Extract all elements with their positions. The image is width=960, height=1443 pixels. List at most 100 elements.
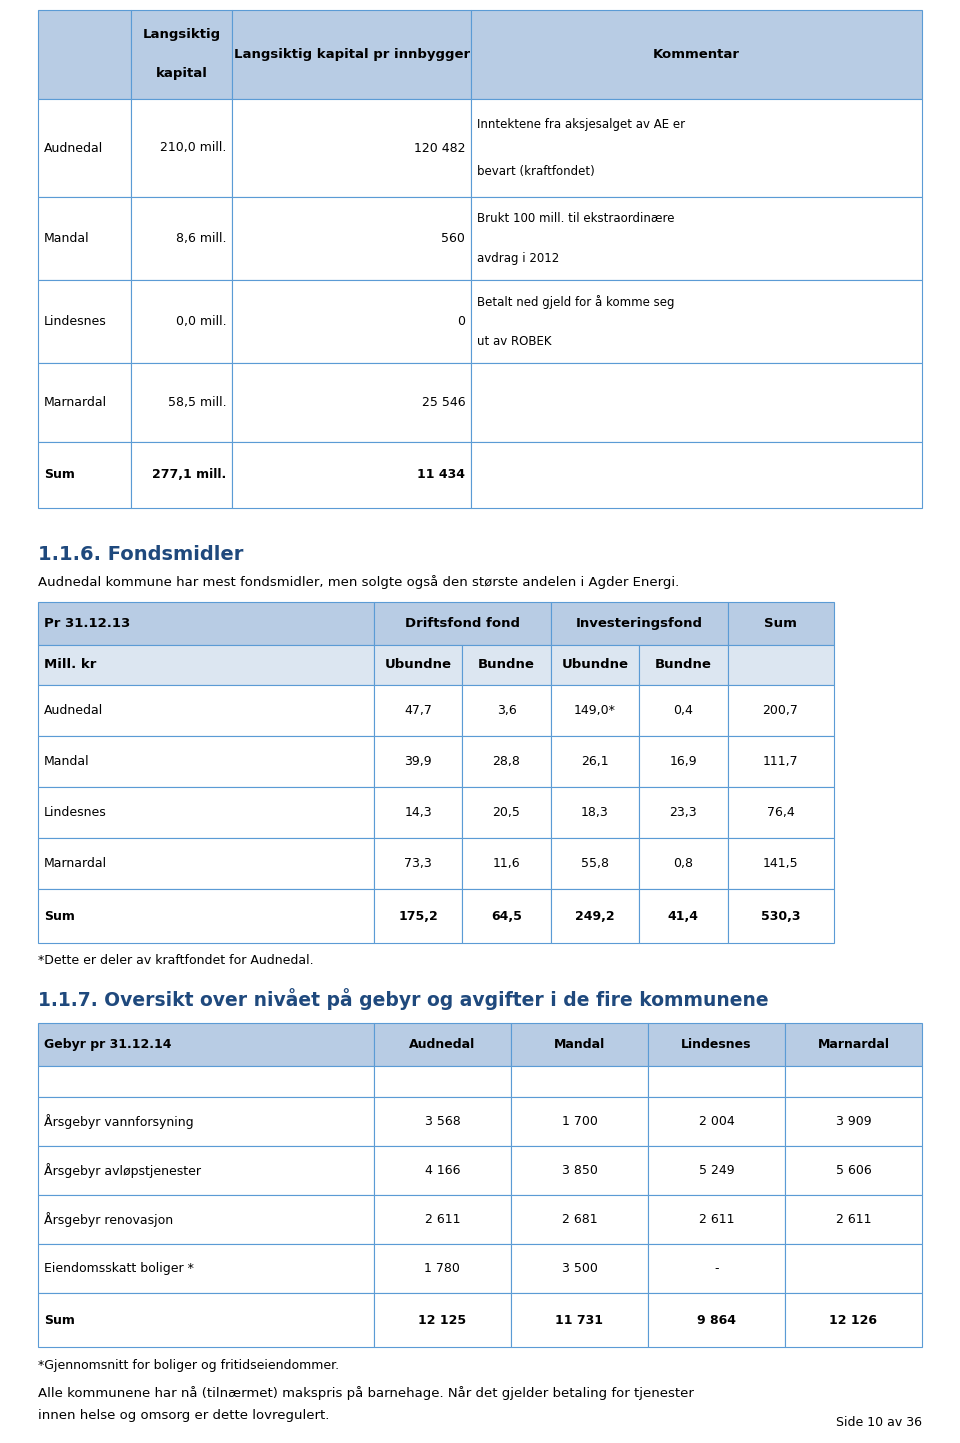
Bar	[232, 100, 471, 198]
Bar	[728, 685, 833, 736]
Bar	[785, 1023, 922, 1066]
Text: innen helse og omsorg er dette lovregulert.: innen helse og omsorg er dette lovregule…	[38, 1408, 329, 1421]
Text: Audnedal: Audnedal	[44, 704, 104, 717]
Bar	[639, 645, 728, 685]
Text: 277,1 mill.: 277,1 mill.	[153, 469, 227, 482]
Bar	[374, 786, 463, 838]
Text: 2 611: 2 611	[836, 1214, 872, 1227]
Text: Mandal: Mandal	[44, 232, 89, 245]
Text: 20,5: 20,5	[492, 807, 520, 820]
Bar	[38, 786, 374, 838]
Bar	[551, 685, 639, 736]
Text: 3 850: 3 850	[562, 1165, 597, 1177]
Text: 28,8: 28,8	[492, 755, 520, 768]
Bar	[374, 1066, 511, 1097]
Bar	[38, 1097, 374, 1146]
Text: 1.1.6. Fondsmidler: 1.1.6. Fondsmidler	[38, 544, 244, 564]
Text: 249,2: 249,2	[575, 909, 614, 922]
Text: *Dette er deler av kraftfondet for Audnedal.: *Dette er deler av kraftfondet for Audne…	[38, 954, 314, 967]
Bar	[374, 736, 463, 786]
Bar	[374, 1244, 511, 1293]
Bar	[511, 1293, 648, 1346]
Text: Audnedal: Audnedal	[44, 141, 104, 154]
Bar	[511, 1195, 648, 1244]
Bar	[639, 786, 728, 838]
Text: 3 909: 3 909	[835, 1115, 872, 1128]
Bar	[463, 736, 551, 786]
Bar	[374, 1023, 511, 1066]
Text: Gebyr pr 31.12.14: Gebyr pr 31.12.14	[44, 1038, 172, 1051]
Text: 2 611: 2 611	[424, 1214, 460, 1227]
Bar	[131, 10, 232, 100]
Bar	[648, 1146, 785, 1195]
Text: 0,0 mill.: 0,0 mill.	[176, 315, 227, 328]
Bar	[785, 1097, 922, 1146]
Text: ut av ROBEK: ut av ROBEK	[477, 335, 552, 348]
Bar	[374, 1146, 511, 1195]
Bar	[648, 1066, 785, 1097]
Bar	[131, 198, 232, 280]
Text: Sum: Sum	[44, 469, 75, 482]
Text: 47,7: 47,7	[404, 704, 432, 717]
Text: Sum: Sum	[44, 909, 75, 922]
Text: Lindesnes: Lindesnes	[44, 807, 107, 820]
Bar	[463, 685, 551, 736]
Text: Årsgebyr vannforsyning: Årsgebyr vannforsyning	[44, 1114, 194, 1128]
Text: Mill. kr: Mill. kr	[44, 658, 96, 671]
Text: 5 606: 5 606	[835, 1165, 872, 1177]
Text: 3,6: 3,6	[496, 704, 516, 717]
Bar	[38, 838, 374, 889]
Text: 2 681: 2 681	[562, 1214, 597, 1227]
Text: 120 482: 120 482	[414, 141, 466, 154]
Bar	[648, 1244, 785, 1293]
Text: 2 004: 2 004	[699, 1115, 734, 1128]
Text: Brukt 100 mill. til ekstraordinære: Brukt 100 mill. til ekstraordinære	[477, 212, 675, 225]
Text: 11,6: 11,6	[492, 857, 520, 870]
Bar	[551, 786, 639, 838]
Text: Langsiktig: Langsiktig	[143, 27, 221, 40]
Bar	[232, 198, 471, 280]
Bar	[38, 280, 131, 364]
Text: Mandal: Mandal	[554, 1038, 605, 1051]
Bar	[511, 1066, 648, 1097]
Text: 41,4: 41,4	[668, 909, 699, 922]
Bar	[232, 364, 471, 442]
Text: 560: 560	[442, 232, 466, 245]
Text: 2 611: 2 611	[699, 1214, 734, 1227]
Text: Ubundne: Ubundne	[562, 658, 629, 671]
Bar	[131, 100, 232, 198]
Text: 18,3: 18,3	[581, 807, 609, 820]
Text: Audnedal: Audnedal	[409, 1038, 475, 1051]
Text: 55,8: 55,8	[581, 857, 609, 870]
Text: Pr 31.12.13: Pr 31.12.13	[44, 618, 131, 631]
Text: Marnardal: Marnardal	[44, 395, 108, 408]
Text: Marnardal: Marnardal	[818, 1038, 890, 1051]
Bar	[38, 1293, 374, 1346]
Bar	[374, 838, 463, 889]
Bar	[374, 685, 463, 736]
Text: 200,7: 200,7	[762, 704, 799, 717]
Text: Årsgebyr renovasjon: Årsgebyr renovasjon	[44, 1212, 173, 1227]
Text: Marnardal: Marnardal	[44, 857, 108, 870]
Text: Årsgebyr avløpstjenester: Årsgebyr avløpstjenester	[44, 1163, 201, 1177]
Bar	[728, 645, 833, 685]
Text: Bundne: Bundne	[655, 658, 711, 671]
Bar	[374, 889, 463, 942]
Text: Sum: Sum	[764, 618, 797, 631]
Text: Eiendomsskatt boliger *: Eiendomsskatt boliger *	[44, 1263, 194, 1276]
Bar	[374, 1195, 511, 1244]
Text: Audnedal kommune har mest fondsmidler, men solgte også den største andelen i Agd: Audnedal kommune har mest fondsmidler, m…	[38, 574, 680, 589]
Text: 0,8: 0,8	[673, 857, 693, 870]
Bar	[38, 602, 374, 645]
Text: 11 731: 11 731	[556, 1313, 604, 1326]
Text: -: -	[714, 1263, 719, 1276]
Bar	[463, 838, 551, 889]
Bar	[471, 364, 922, 442]
Text: Inntektene fra aksjesalget av AE er: Inntektene fra aksjesalget av AE er	[477, 118, 685, 131]
Text: bevart (kraftfondet): bevart (kraftfondet)	[477, 165, 595, 177]
Text: Betalt ned gjeld for å komme seg: Betalt ned gjeld for å komme seg	[477, 294, 675, 309]
Bar	[785, 1066, 922, 1097]
Bar	[463, 786, 551, 838]
Bar	[785, 1244, 922, 1293]
Bar	[551, 602, 728, 645]
